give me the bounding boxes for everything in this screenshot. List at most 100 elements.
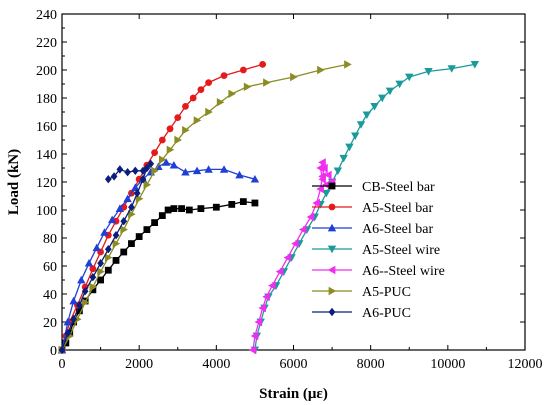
data-point [205, 79, 213, 86]
data-point [318, 175, 326, 184]
data-point [182, 126, 190, 135]
plot-area-border [61, 13, 526, 351]
data-point [128, 203, 135, 212]
legend-label: A6-Steel bar [362, 222, 433, 237]
x-tick-label: 4000 [202, 357, 230, 372]
data-point [81, 287, 89, 296]
data-point [100, 228, 109, 236]
data-point [64, 329, 72, 338]
legend-marker [328, 203, 336, 211]
data-point [174, 135, 182, 145]
data-point [151, 166, 159, 175]
data-point [104, 266, 112, 274]
data-point [324, 170, 332, 180]
series-a6-steel-wire [248, 158, 336, 355]
y-tick-label: 220 [36, 36, 57, 51]
data-point [197, 205, 205, 212]
data-point [351, 132, 360, 140]
y-axis: 0 20 40 60 80 100 120 140 160 180 200 220 240 [36, 8, 525, 359]
data-point [470, 61, 480, 69]
x-tick-label: 0 [59, 357, 66, 372]
series-a6-steel-bar [57, 158, 260, 354]
y-tick-label: 80 [43, 232, 57, 247]
data-point [110, 172, 118, 181]
data-point [107, 215, 117, 224]
legend-entry-a6-steel-bar: A6-Steel bar [312, 222, 433, 237]
data-point [97, 259, 104, 268]
legend-marker [328, 182, 336, 190]
data-point [124, 168, 131, 177]
data-point [139, 175, 147, 184]
legend-entry-cb-steel-bar: CB-Steel bar [312, 180, 435, 195]
data-point [344, 60, 352, 69]
x-tick-label: 2000 [125, 357, 153, 372]
data-point [318, 158, 326, 167]
legend-label: A6--Steel wire [362, 264, 445, 279]
data-point [174, 114, 182, 121]
x-tick-label: 6000 [280, 357, 308, 372]
data-point [239, 66, 247, 74]
data-point [69, 296, 78, 305]
plot-frame [61, 13, 526, 351]
data-point [254, 317, 263, 327]
data-point [447, 65, 456, 73]
data-point [262, 292, 270, 301]
data-point [197, 86, 205, 93]
data-point [70, 315, 77, 324]
data-point [166, 145, 175, 154]
data-point [220, 72, 228, 79]
y-tick-label: 40 [43, 288, 57, 303]
legend-entry-a5-steel-wire: A5-Steel wire [312, 243, 440, 258]
data-point [290, 72, 298, 82]
y-tick-label: 100 [36, 204, 57, 219]
data-point [158, 212, 166, 219]
data-point [76, 301, 83, 310]
legend-entry-a6-steel-wire: A6--Steel wire [312, 264, 445, 279]
y-axis-title: Load (kN) [6, 149, 22, 215]
data-point [84, 259, 94, 267]
x-axis-title: Strain (με) [259, 386, 328, 402]
data-point [58, 345, 66, 355]
data-point [283, 253, 292, 262]
data-point [259, 61, 267, 68]
y-tick-label: 160 [36, 120, 57, 135]
y-tick-label: 200 [36, 64, 57, 79]
data-point [74, 315, 82, 324]
data-point [131, 166, 139, 175]
data-point [169, 161, 179, 169]
data-point [306, 212, 315, 222]
legend-marker [327, 245, 337, 254]
data-point [181, 168, 190, 176]
legend-label: A5-Steel wire [362, 243, 440, 258]
data-point [212, 203, 220, 211]
data-point [158, 155, 167, 164]
data-point [248, 345, 257, 355]
data-point [104, 245, 112, 254]
data-point [239, 198, 247, 205]
data-point [333, 167, 343, 175]
data-point [339, 154, 348, 163]
data-point [115, 204, 125, 212]
data-point [135, 233, 143, 240]
data-point [164, 206, 172, 214]
data-point [131, 183, 140, 191]
legend-entry-a5-steel-bar: A5-Steel bar [312, 201, 433, 216]
series-a6-puc [58, 159, 155, 355]
data-point [370, 103, 379, 111]
series-a5-steel-wire [250, 61, 480, 355]
legend-marker [328, 286, 337, 296]
data-point [312, 198, 321, 208]
data-point [89, 265, 97, 273]
data-point [192, 166, 202, 175]
data-point [178, 205, 186, 212]
data-point [228, 201, 236, 208]
data-point [116, 165, 124, 174]
y-tick-label: 180 [36, 92, 57, 107]
data-point [317, 65, 325, 75]
x-tick-label: 12000 [508, 357, 543, 372]
data-point [89, 273, 97, 282]
data-point [128, 240, 135, 247]
data-point [395, 80, 404, 89]
data-point [120, 248, 128, 256]
